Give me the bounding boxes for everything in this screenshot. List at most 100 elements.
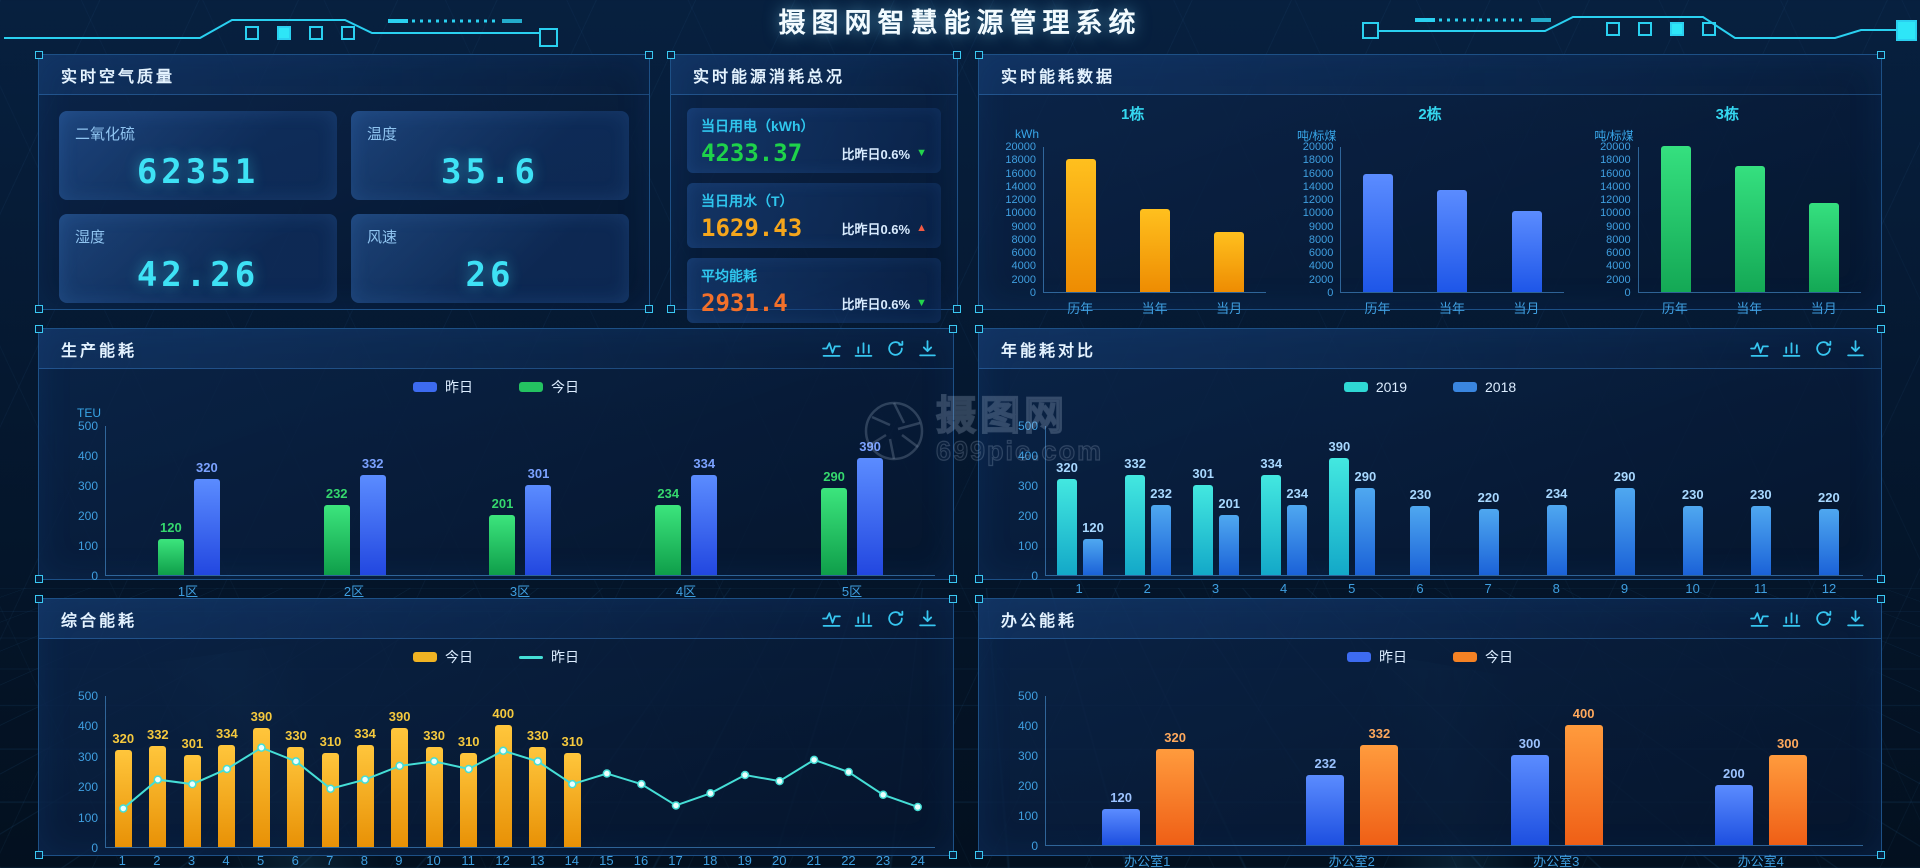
line-point[interactable]	[222, 764, 232, 774]
legend-item[interactable]: 今日	[1453, 647, 1513, 667]
refresh-icon[interactable]	[886, 339, 905, 358]
bar[interactable]: 320	[112, 731, 134, 847]
bar[interactable]: 220	[1478, 490, 1499, 575]
bar[interactable]: 320	[1056, 460, 1078, 575]
bar[interactable]	[1066, 159, 1097, 292]
bar[interactable]: 234	[655, 486, 682, 575]
bar[interactable]: 301	[525, 466, 552, 575]
line-point[interactable]	[809, 755, 819, 765]
bar[interactable]: 120	[157, 520, 184, 575]
bar[interactable]: 390	[857, 439, 884, 575]
bar[interactable]	[1437, 190, 1468, 292]
bar[interactable]: 290	[1354, 469, 1376, 575]
bar[interactable]: 310	[561, 734, 583, 847]
line-point[interactable]	[637, 779, 646, 789]
line-point[interactable]	[568, 779, 577, 789]
line-series[interactable]	[106, 696, 935, 848]
line-point[interactable]	[188, 779, 197, 789]
legend-item[interactable]: 2018	[1453, 379, 1516, 395]
bar[interactable]: 334	[1260, 456, 1282, 575]
line-point[interactable]	[671, 801, 681, 810]
bar[interactable]: 400	[492, 706, 514, 847]
bar-chart-icon[interactable]	[1782, 339, 1801, 358]
bar[interactable]	[1214, 232, 1245, 292]
line-chart-icon[interactable]	[822, 339, 841, 358]
line-point[interactable]	[844, 767, 853, 777]
legend-item[interactable]: 今日	[413, 647, 473, 667]
legend-item[interactable]: 昨日	[1347, 647, 1407, 667]
bar[interactable]: 120	[1102, 790, 1141, 845]
line-point[interactable]	[706, 789, 715, 798]
bar[interactable]: 320	[1156, 730, 1195, 845]
bar[interactable]: 330	[285, 728, 307, 847]
bar[interactable]: 320	[193, 460, 220, 575]
bar[interactable]	[1140, 209, 1171, 292]
bar[interactable]: 230	[1750, 487, 1772, 575]
bar[interactable]: 230	[1410, 487, 1431, 575]
bar[interactable]: 230	[1682, 487, 1704, 575]
bar[interactable]: 400	[1564, 706, 1603, 845]
line-point[interactable]	[326, 784, 335, 793]
download-icon[interactable]	[918, 609, 937, 628]
bar-chart-icon[interactable]	[854, 609, 873, 628]
legend-item[interactable]: 今日	[519, 377, 579, 397]
line-point[interactable]	[913, 802, 922, 812]
bar[interactable]: 332	[359, 456, 386, 575]
refresh-icon[interactable]	[1814, 339, 1833, 358]
bar[interactable]: 310	[320, 734, 341, 847]
bar[interactable]: 334	[354, 726, 376, 847]
line-point[interactable]	[291, 757, 301, 766]
bar[interactable]: 330	[527, 728, 549, 847]
line-point[interactable]	[878, 790, 888, 800]
bar[interactable]: 301	[181, 736, 203, 847]
bar[interactable]	[1660, 146, 1691, 292]
bar[interactable]: 310	[458, 734, 480, 847]
legend-item[interactable]: 昨日	[413, 377, 473, 397]
bar[interactable]: 290	[1614, 469, 1636, 575]
bar[interactable]: 300	[1768, 736, 1807, 845]
bar[interactable]: 232	[323, 486, 350, 575]
bar[interactable]: 234	[1286, 486, 1308, 575]
bar[interactable]: 300	[1510, 736, 1549, 845]
bar[interactable]: 390	[1328, 439, 1350, 575]
download-icon[interactable]	[1846, 339, 1865, 358]
bar[interactable]: 201	[1218, 496, 1240, 575]
bar[interactable]: 390	[389, 709, 410, 847]
line-chart-icon[interactable]	[1750, 609, 1769, 628]
bar[interactable]: 290	[821, 469, 848, 575]
bar[interactable]: 120	[1082, 520, 1104, 575]
bar[interactable]: 390	[251, 709, 272, 847]
bar[interactable]: 334	[691, 456, 718, 575]
bar[interactable]: 200	[1714, 766, 1753, 845]
bar[interactable]: 232	[1150, 486, 1172, 575]
bar[interactable]	[1808, 203, 1839, 292]
line-point[interactable]	[360, 775, 370, 784]
line-point[interactable]	[119, 804, 128, 813]
legend-item[interactable]: 2019	[1343, 379, 1407, 395]
bar[interactable]	[1363, 174, 1394, 292]
line-point[interactable]	[153, 775, 163, 784]
bar[interactable]: 332	[1124, 456, 1146, 575]
download-icon[interactable]	[918, 339, 937, 358]
refresh-icon[interactable]	[886, 609, 905, 628]
bar[interactable]: 332	[147, 727, 169, 847]
line-point[interactable]	[257, 743, 266, 752]
line-point[interactable]	[602, 769, 612, 778]
bar[interactable]	[1511, 211, 1542, 292]
bar-chart-icon[interactable]	[854, 339, 873, 358]
bar-chart-icon[interactable]	[1782, 609, 1801, 628]
line-chart-icon[interactable]	[1750, 339, 1769, 358]
line-point[interactable]	[498, 746, 508, 755]
bar[interactable]	[1734, 166, 1765, 292]
download-icon[interactable]	[1846, 609, 1865, 628]
bar[interactable]: 330	[423, 728, 445, 847]
legend-item[interactable]: 昨日	[519, 647, 579, 667]
line-point[interactable]	[429, 757, 439, 766]
bar[interactable]: 220	[1818, 490, 1840, 575]
line-point[interactable]	[533, 757, 543, 766]
bar[interactable]: 232	[1306, 756, 1345, 845]
line-point[interactable]	[395, 761, 404, 771]
line-point[interactable]	[464, 764, 473, 774]
line-chart-icon[interactable]	[822, 609, 841, 628]
refresh-icon[interactable]	[1814, 609, 1833, 628]
